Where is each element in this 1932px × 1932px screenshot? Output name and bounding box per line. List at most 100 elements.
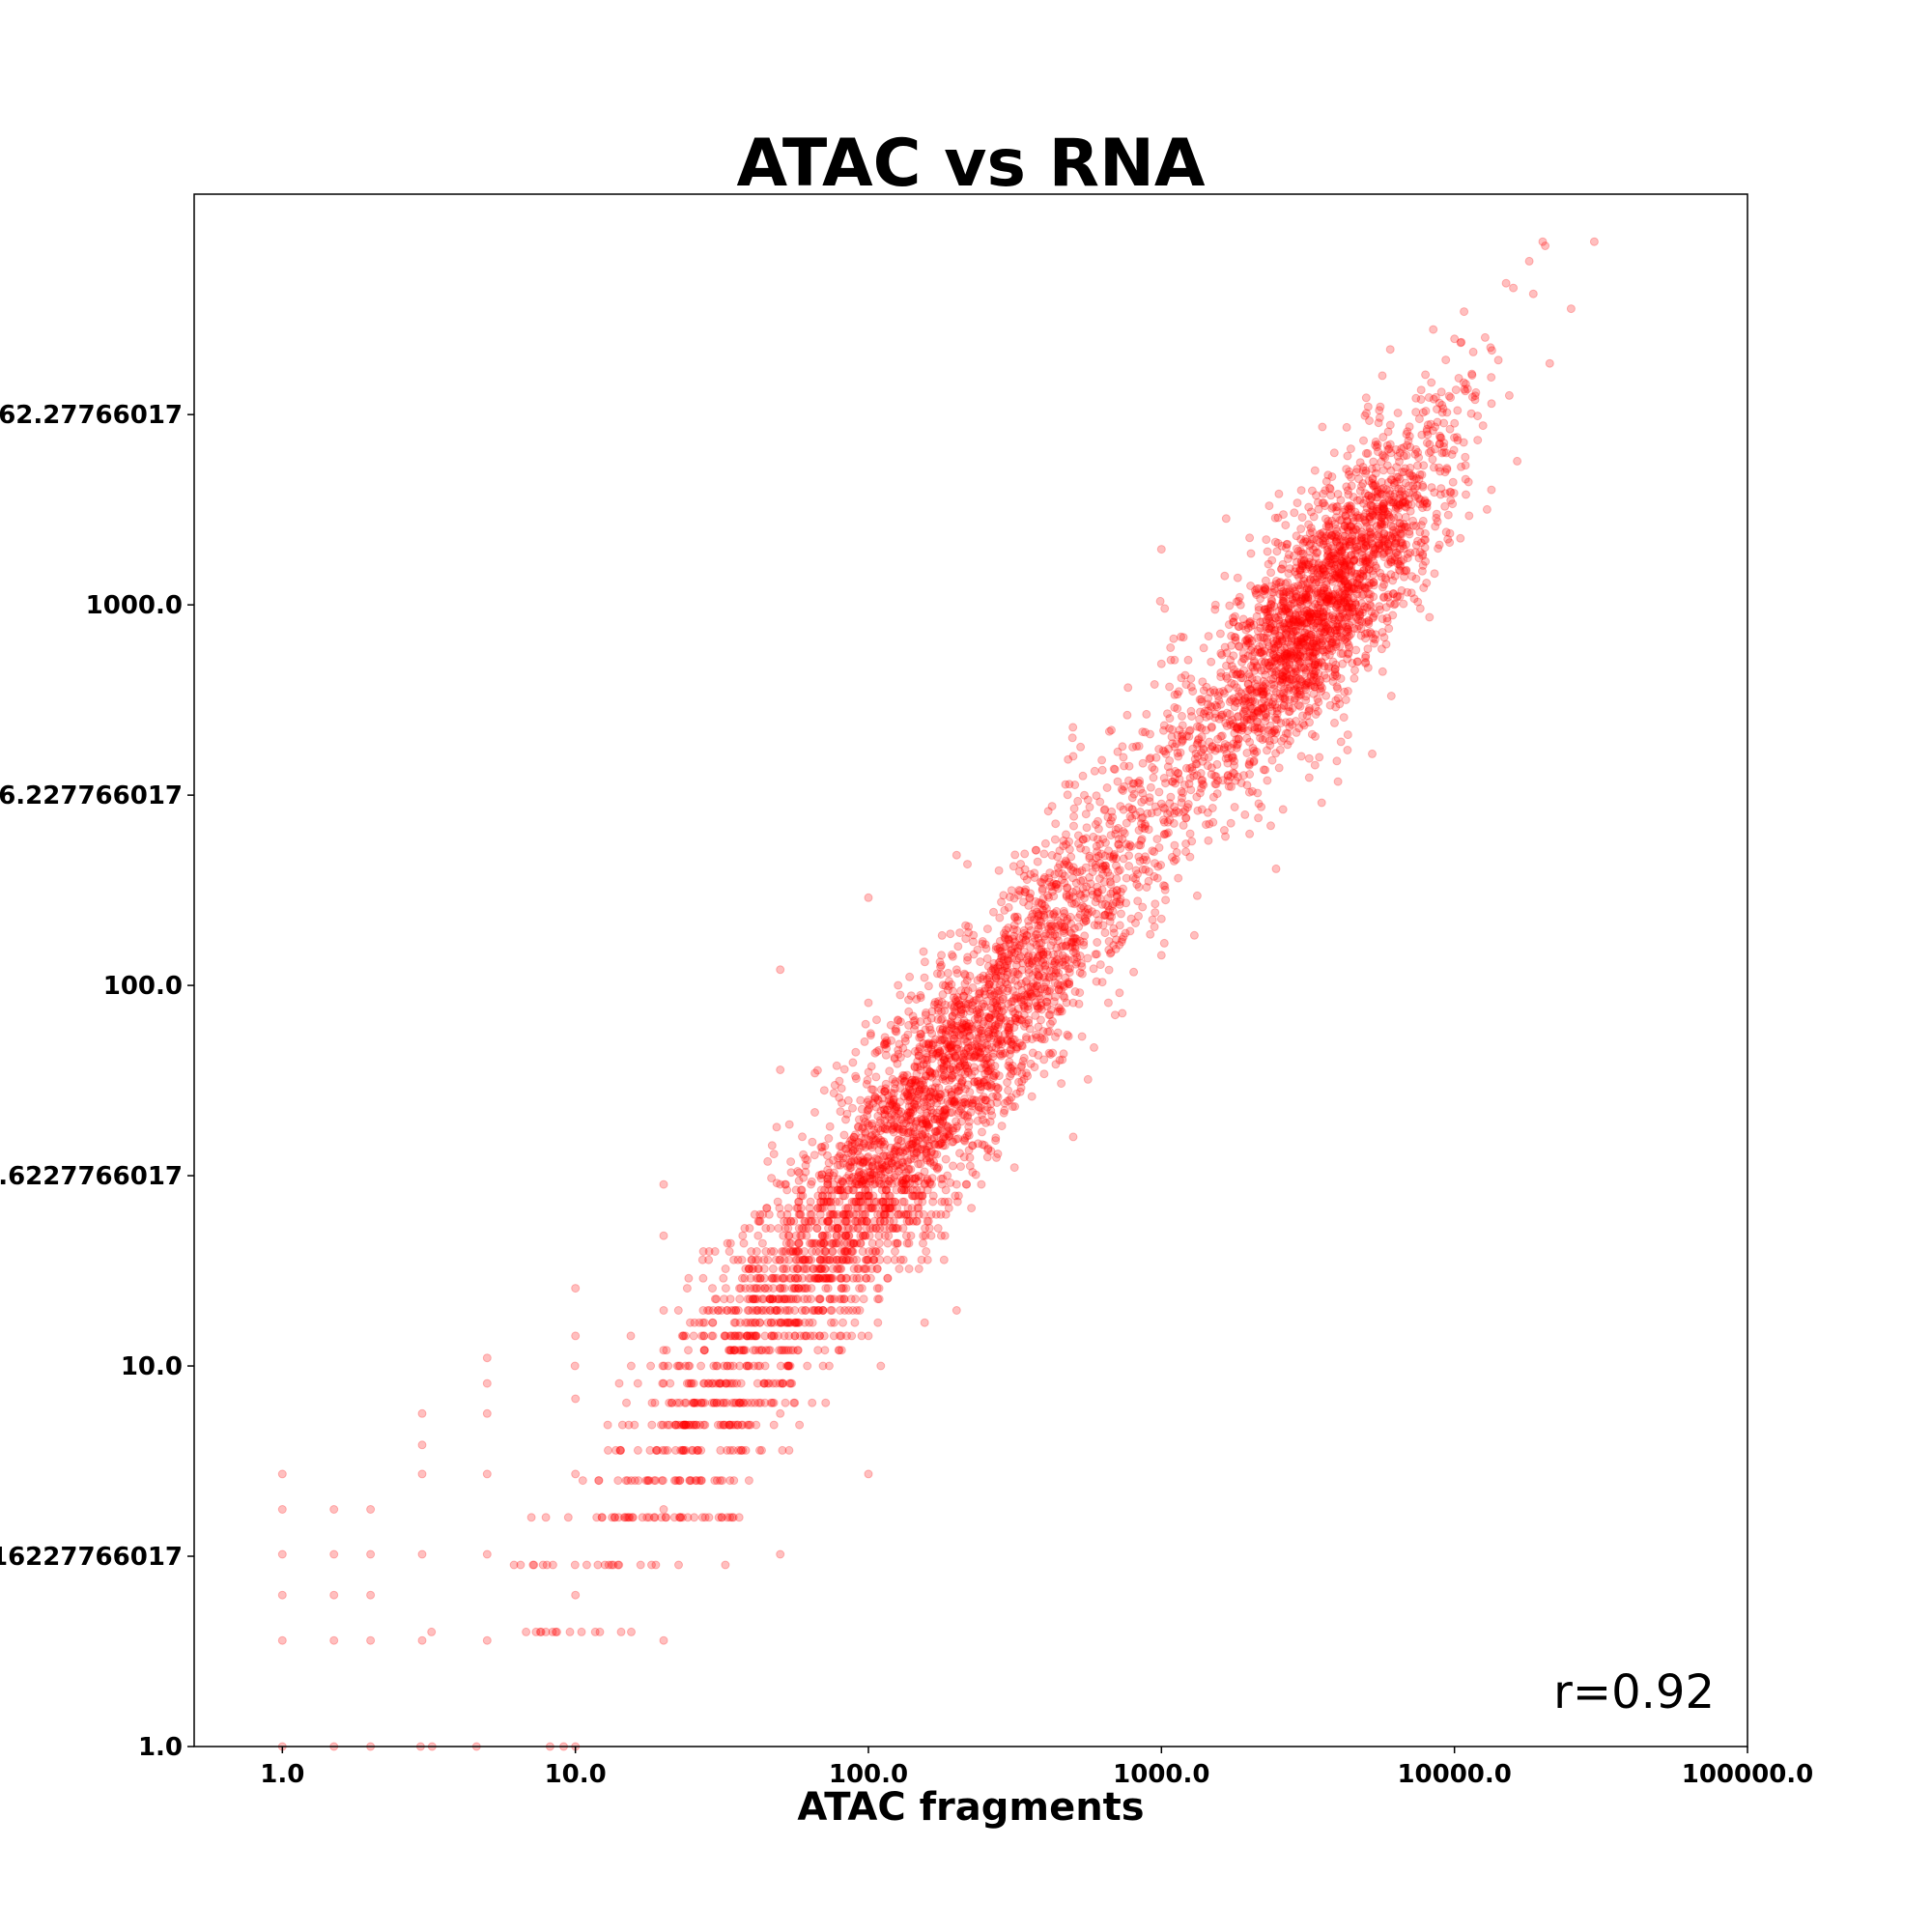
data-point bbox=[1019, 1010, 1029, 1020]
data-point bbox=[1076, 876, 1086, 886]
data-point bbox=[1104, 965, 1114, 975]
data-point bbox=[905, 972, 915, 981]
data-point bbox=[977, 1094, 986, 1104]
data-point bbox=[923, 1122, 932, 1131]
data-point bbox=[833, 1153, 842, 1163]
data-point bbox=[1296, 637, 1306, 646]
data-point bbox=[857, 1104, 867, 1114]
data-point bbox=[1091, 860, 1100, 869]
data-point bbox=[1216, 648, 1226, 658]
data-point bbox=[717, 1513, 726, 1522]
data-point bbox=[936, 1015, 946, 1025]
data-point bbox=[1069, 954, 1079, 964]
data-point bbox=[920, 1318, 929, 1327]
data-point bbox=[1019, 995, 1029, 1005]
data-point bbox=[967, 1041, 977, 1051]
data-point bbox=[1145, 867, 1153, 876]
data-point bbox=[1466, 409, 1476, 418]
data-point bbox=[1038, 905, 1048, 915]
data-point bbox=[932, 1164, 942, 1174]
data-point bbox=[643, 1476, 653, 1486]
data-point bbox=[848, 1273, 858, 1283]
data-point bbox=[815, 1255, 825, 1264]
data-point bbox=[1106, 816, 1116, 825]
data-point bbox=[784, 1231, 794, 1240]
data-point bbox=[969, 937, 978, 947]
data-point bbox=[1052, 906, 1062, 916]
data-point bbox=[1036, 1033, 1045, 1042]
data-point bbox=[794, 1224, 804, 1233]
data-point bbox=[894, 1016, 903, 1025]
data-point bbox=[1225, 697, 1235, 706]
data-point bbox=[959, 1016, 969, 1026]
data-point bbox=[985, 978, 995, 987]
data-point bbox=[952, 1179, 961, 1189]
data-point bbox=[1413, 536, 1423, 546]
data-point bbox=[894, 1209, 903, 1219]
data-point bbox=[898, 1255, 908, 1264]
data-point bbox=[976, 957, 985, 967]
data-point bbox=[812, 1224, 822, 1233]
data-point bbox=[1055, 860, 1065, 869]
data-point bbox=[779, 1273, 788, 1283]
data-point bbox=[689, 1420, 698, 1430]
data-point bbox=[753, 1231, 763, 1240]
data-point bbox=[809, 1238, 818, 1248]
data-point bbox=[1037, 917, 1046, 926]
data-point bbox=[868, 1161, 877, 1170]
data-point bbox=[623, 1476, 633, 1486]
data-point bbox=[922, 1149, 931, 1158]
data-point bbox=[698, 1247, 708, 1256]
data-point bbox=[939, 1255, 949, 1264]
data-point bbox=[1064, 754, 1073, 764]
data-point bbox=[859, 1157, 868, 1167]
data-point bbox=[752, 1331, 761, 1341]
data-point bbox=[1296, 570, 1306, 580]
data-point bbox=[798, 1132, 807, 1142]
data-point bbox=[1049, 892, 1059, 901]
data-point bbox=[684, 1346, 693, 1355]
data-point bbox=[769, 1150, 779, 1159]
data-point bbox=[827, 1294, 837, 1304]
data-point bbox=[722, 1378, 730, 1388]
data-point bbox=[913, 1144, 923, 1153]
data-point bbox=[893, 1238, 902, 1248]
data-point bbox=[948, 1031, 957, 1040]
data-point bbox=[960, 1133, 970, 1143]
data-point bbox=[952, 850, 961, 860]
data-point bbox=[366, 1549, 376, 1559]
data-point bbox=[908, 1011, 918, 1021]
data-point bbox=[1045, 929, 1055, 939]
data-point bbox=[974, 989, 983, 999]
data-point bbox=[1104, 937, 1114, 946]
data-point bbox=[871, 1072, 881, 1082]
data-point bbox=[1051, 819, 1061, 829]
data-point bbox=[1045, 882, 1055, 892]
data-point bbox=[1123, 683, 1133, 693]
data-point bbox=[775, 1346, 783, 1355]
data-point bbox=[782, 1216, 792, 1226]
data-point bbox=[778, 1264, 787, 1273]
data-point bbox=[659, 1231, 668, 1240]
data-point bbox=[974, 1102, 983, 1112]
data-point bbox=[845, 1137, 855, 1146]
data-point bbox=[721, 1420, 730, 1430]
data-point bbox=[720, 1294, 729, 1304]
data-point bbox=[824, 1134, 834, 1143]
data-point bbox=[823, 1197, 833, 1207]
data-point bbox=[1179, 781, 1189, 789]
data-point bbox=[982, 1054, 992, 1063]
data-point bbox=[808, 1247, 817, 1256]
data-point bbox=[1414, 414, 1424, 424]
data-point bbox=[781, 1247, 790, 1256]
data-point bbox=[915, 1033, 924, 1042]
data-point bbox=[763, 1255, 773, 1264]
data-point bbox=[743, 1318, 753, 1327]
data-point bbox=[329, 1505, 339, 1514]
data-point bbox=[1169, 634, 1179, 643]
data-point bbox=[928, 1197, 938, 1207]
data-point bbox=[965, 994, 975, 1004]
data-point bbox=[956, 1068, 966, 1077]
data-point bbox=[1152, 808, 1162, 817]
data-point bbox=[931, 1126, 941, 1136]
